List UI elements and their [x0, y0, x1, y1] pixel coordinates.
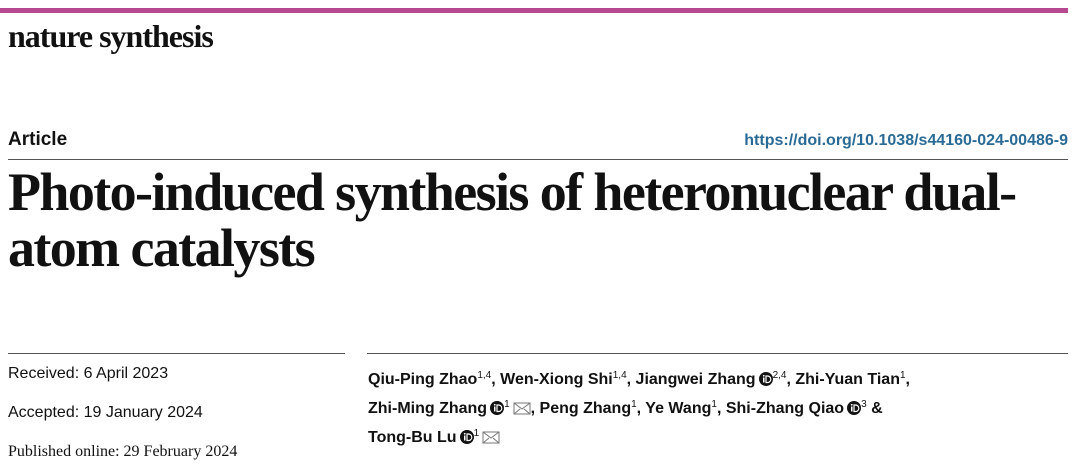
separator: ,: [491, 371, 496, 388]
author-name[interactable]: Ye Wang: [645, 400, 712, 417]
author-name[interactable]: Zhi-Ming Zhang: [368, 400, 488, 417]
icon-part: [513, 402, 531, 415]
icon-part: [482, 431, 500, 444]
icon-part: [850, 403, 853, 406]
orcid-icon[interactable]: [490, 401, 505, 415]
icon-part: [764, 375, 771, 384]
icon-part: [463, 435, 466, 441]
author-name[interactable]: Shi-Zhang Qiao: [725, 400, 845, 417]
icon-part: [493, 403, 496, 406]
separator: ,: [530, 400, 536, 417]
author-name[interactable]: Peng Zhang: [539, 400, 632, 417]
author-name[interactable]: Tong-Bu Lu: [368, 429, 457, 446]
icon-part: [494, 406, 496, 412]
author-list: Qiu-Ping Zhao1,4, Wen-Xiong Shi1,4, Jian…: [368, 363, 910, 450]
affiliation: 1,4: [612, 370, 627, 381]
icon-part: [762, 374, 765, 377]
author-line: Qiu-Ping Zhao1,4, Wen-Xiong Shi1,4, Jian…: [368, 363, 910, 392]
orcid-icon[interactable]: [847, 401, 862, 415]
icon-part: [853, 404, 860, 413]
affiliation: 1: [899, 370, 906, 381]
author-line: Zhi-Ming Zhang 1, Peng Zhang1, Ye Wang1, …: [368, 392, 910, 421]
divider: [367, 353, 1068, 354]
received-date: Received: 6 April 2023: [8, 365, 169, 382]
affiliation: 1: [711, 399, 717, 410]
author-name[interactable]: Qiu-Ping Zhao: [368, 371, 478, 388]
icon-part: [513, 402, 530, 415]
author-line: Tong-Bu Lu 1: [368, 421, 910, 450]
separator: ,: [786, 371, 791, 388]
email-icon[interactable]: [482, 431, 500, 444]
doi-link[interactable]: https://doi.org/10.1038/s44160-024-00486…: [744, 132, 1068, 149]
orcid-icon[interactable]: [758, 372, 773, 386]
author-name[interactable]: Zhi-Yuan Tian: [795, 371, 900, 388]
icon-part: [482, 431, 500, 444]
separator: ,: [626, 371, 632, 388]
author-name[interactable]: Wen-Xiong Shi: [500, 371, 613, 388]
email-icon[interactable]: [513, 402, 531, 415]
icon-part: [463, 432, 466, 435]
author-name[interactable]: Jiangwei Zhang: [635, 371, 756, 388]
separator: ,: [636, 400, 642, 417]
icon-part: [465, 433, 472, 442]
article-title: Photo-induced synthesis of heteronuclear…: [8, 162, 1017, 278]
journal-bar: [0, 8, 1068, 13]
icon-part: [762, 377, 765, 383]
orcid-icon[interactable]: [459, 430, 474, 444]
affiliation: 3: [861, 399, 867, 410]
separator: ,: [905, 371, 910, 388]
divider: [8, 353, 345, 354]
affiliation: 1: [473, 428, 480, 439]
article-type: Article: [8, 129, 68, 150]
separator: ,: [716, 400, 722, 417]
affiliation: 2,4: [772, 370, 787, 381]
accepted-date: Accepted: 19 January 2024: [8, 404, 203, 421]
published-date: Published online: 29 February 2024: [8, 443, 238, 460]
journal-name: nature synthesis: [8, 18, 214, 54]
divider: [8, 159, 1068, 160]
icon-part: [496, 404, 503, 413]
affiliation: 1: [504, 399, 510, 410]
icon-part: [851, 406, 853, 412]
affiliation: 1,4: [477, 370, 492, 381]
affiliation: 1: [631, 399, 637, 410]
conjunction: &: [871, 400, 883, 417]
